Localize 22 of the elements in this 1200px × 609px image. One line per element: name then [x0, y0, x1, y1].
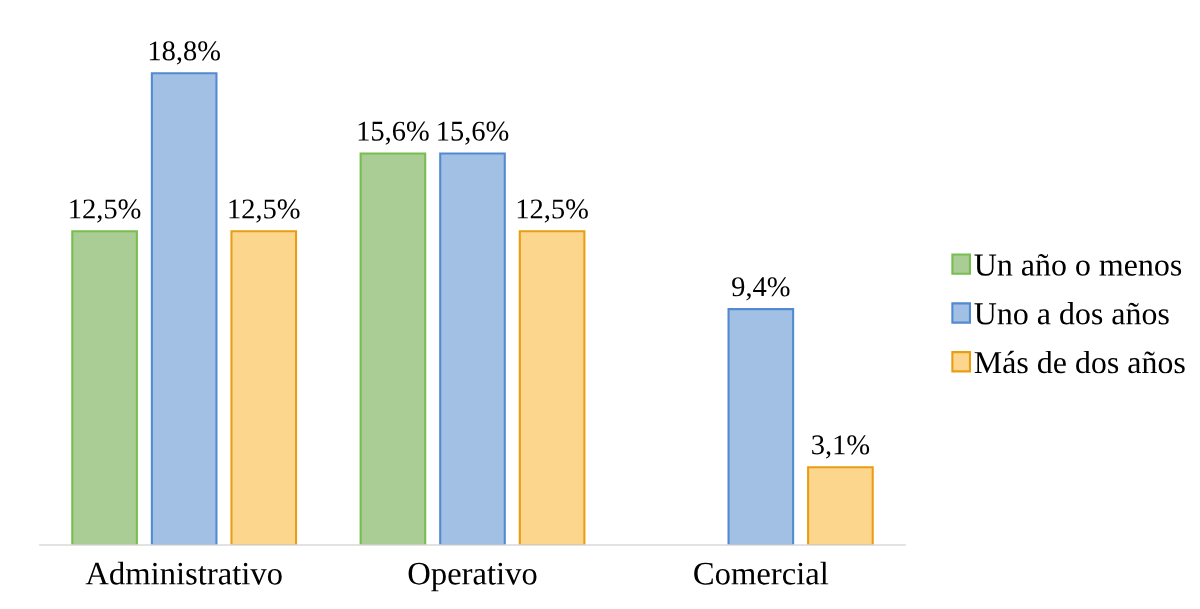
bar [71, 230, 138, 545]
data-label: 12,5% [229, 199, 300, 223]
data-label: 18,8% [149, 41, 220, 65]
data-label: 12,5% [517, 199, 588, 223]
data-label: 9,4% [732, 277, 790, 301]
data-label: 12,5% [70, 199, 141, 223]
bar [230, 230, 298, 545]
bar [439, 152, 506, 545]
bar [807, 466, 874, 545]
bar [359, 152, 427, 545]
data-label: 15,6% [438, 121, 509, 145]
x-tick-label: Operativo [408, 562, 537, 592]
legend-label: Uno a dos años [974, 302, 1169, 325]
bar [518, 230, 586, 545]
data-label: 15,6% [358, 121, 429, 145]
legend-label: Más de dos años [974, 350, 1185, 374]
x-tick-label: Comercial [694, 561, 829, 585]
bar [150, 72, 218, 545]
bar [727, 308, 795, 545]
x-tick-label: Administrativo [85, 561, 282, 585]
legend-label: Un año o menos [974, 253, 1182, 276]
data-label: 3,1% [812, 435, 870, 459]
